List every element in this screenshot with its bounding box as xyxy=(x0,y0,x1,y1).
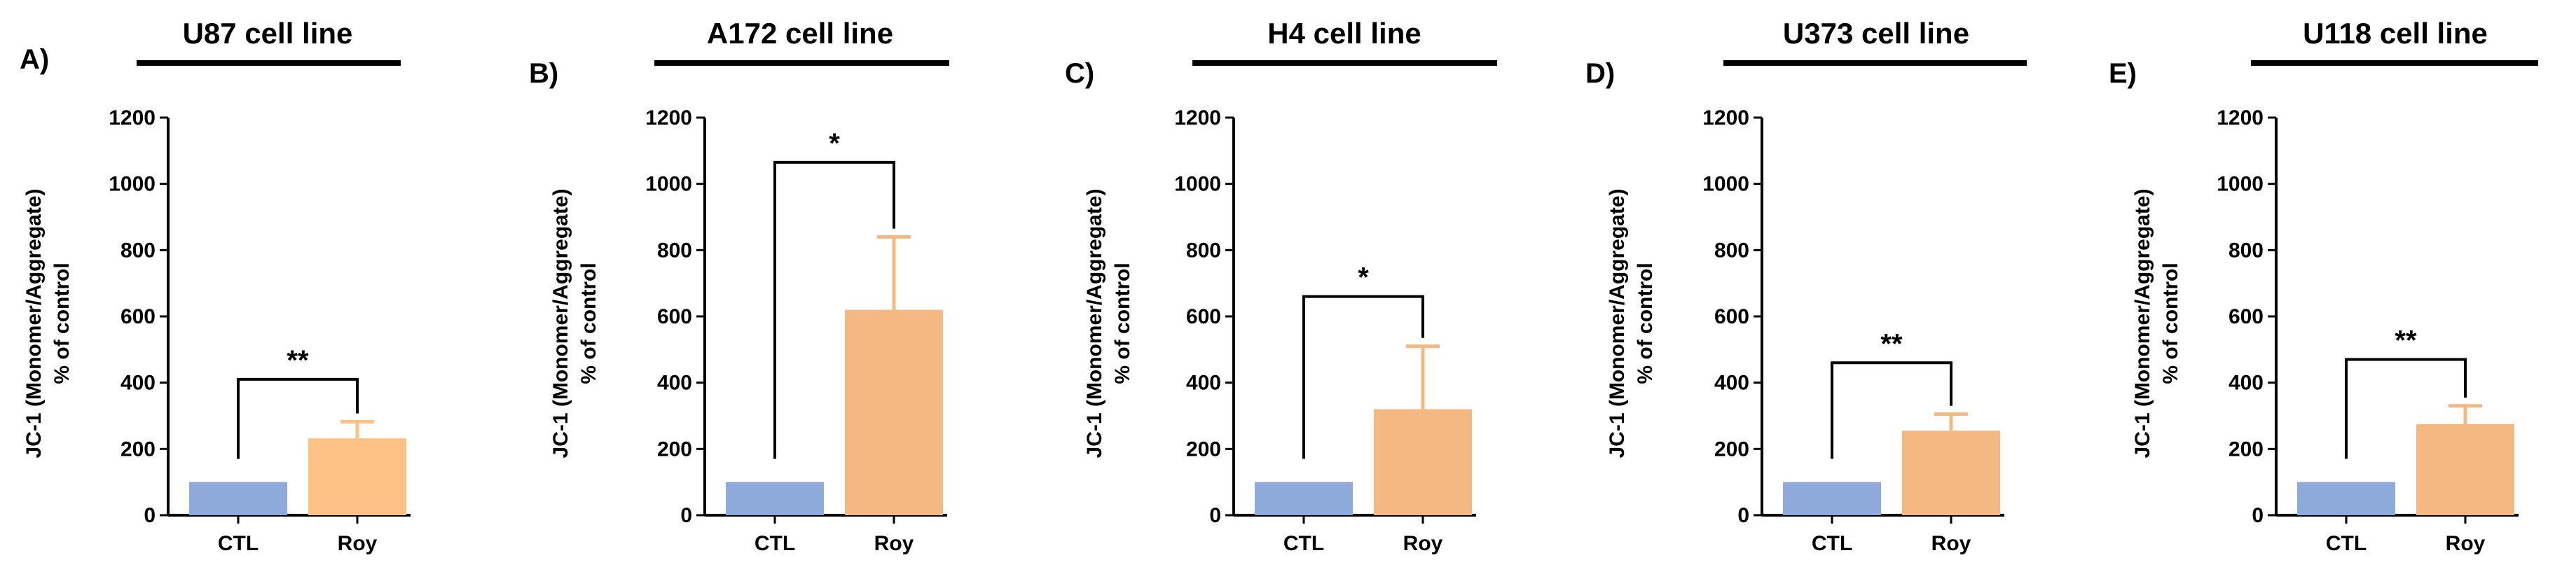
y-tick-label: 200 xyxy=(1714,438,1749,461)
significance-bracket xyxy=(773,160,895,459)
y-tick-label: 800 xyxy=(2229,239,2264,262)
x-tick-label: Roy xyxy=(338,532,378,555)
x-tick-label: CTL xyxy=(1812,532,1852,555)
bar xyxy=(1255,482,1353,515)
chart-title: H4 cell line xyxy=(1267,17,1421,50)
y-tick-label: 1000 xyxy=(1702,173,1749,196)
chart-title: U373 cell line xyxy=(1783,17,1969,50)
chart-panel: U118 cell line E) JC-1 (Monomer/Aggregate)… xyxy=(2109,17,2538,555)
panel-label: E) xyxy=(2109,58,2137,89)
y-tick-label: 1000 xyxy=(2217,173,2264,196)
panel-label: B) xyxy=(529,58,558,89)
y-axis-title: JC-1 (Monomer/Aggregate)% of control xyxy=(1083,188,1134,458)
bar xyxy=(308,438,406,515)
y-tick-label: 600 xyxy=(1186,305,1221,328)
significance-marker: * xyxy=(1358,262,1369,293)
y-tick-label: 1000 xyxy=(109,173,156,196)
x-tick-label: Roy xyxy=(874,532,914,555)
panel-label: D) xyxy=(1585,58,1615,89)
chart-panel: A172 cell line B) JC-1 (Monomer/Aggregate)… xyxy=(529,17,949,555)
y-tick-label: 800 xyxy=(120,239,156,262)
bar xyxy=(1374,409,1472,515)
significance-bracket xyxy=(2345,358,2467,459)
bar xyxy=(1783,482,1881,515)
bar xyxy=(2297,482,2395,515)
y-tick-label: 200 xyxy=(1186,438,1221,461)
significance-marker: ** xyxy=(1880,328,1903,359)
chart-panel: H4 cell line C) JC-1 (Monomer/Aggregate)% … xyxy=(1065,17,1497,555)
x-tick-label: Roy xyxy=(2446,532,2486,555)
y-tick-label: 1200 xyxy=(109,106,156,130)
significance-bracket xyxy=(237,377,359,459)
y-axis-label: JC-1 (Monomer/Aggregate) xyxy=(549,188,572,458)
y-tick-label: 600 xyxy=(1714,305,1749,328)
y-tick-label: 1000 xyxy=(645,173,692,196)
y-axis-label: JC-1 (Monomer/Aggregate) xyxy=(1083,188,1106,458)
panel-label: A) xyxy=(20,44,49,75)
x-tick-label: CTL xyxy=(2326,532,2367,555)
y-tick-label: 400 xyxy=(120,372,156,395)
y-axis-title: JC-1 (Monomer/Aggregate)% of control xyxy=(549,188,600,458)
y-tick-label: 0 xyxy=(144,504,156,527)
y-tick-label: 800 xyxy=(657,239,692,262)
chart-panel: U373 cell line D) JC-1 (Monomer/Aggregate)… xyxy=(1585,17,2027,555)
y-axis-label: % of control xyxy=(2159,262,2182,384)
panel-label: C) xyxy=(1065,58,1094,89)
y-axis-title: JC-1 (Monomer/Aggregate)% of control xyxy=(2131,188,2182,458)
significance-marker: * xyxy=(829,128,840,159)
x-tick-label: Roy xyxy=(1403,532,1443,555)
y-tick-label: 600 xyxy=(657,305,692,328)
y-tick-label: 400 xyxy=(1714,372,1749,395)
y-axis-title: JC-1 (Monomer/Aggregate)% of control xyxy=(1606,188,1657,458)
x-tick-label: CTL xyxy=(218,532,259,555)
y-axis-title: JC-1 (Monomer/Aggregate)% of control xyxy=(22,188,74,458)
x-tick-label: CTL xyxy=(1283,532,1324,555)
bar xyxy=(845,309,943,515)
y-tick-label: 1200 xyxy=(1174,106,1221,130)
y-axis-label: % of control xyxy=(50,262,74,384)
y-tick-label: 0 xyxy=(1737,504,1749,527)
y-tick-label: 0 xyxy=(1209,504,1221,527)
bar xyxy=(2416,424,2514,515)
bar xyxy=(189,482,287,515)
y-tick-label: 1000 xyxy=(1174,173,1221,196)
chart-panel: U87 cell line A) JC-1 (Monomer/Aggregate)%… xyxy=(20,17,411,555)
significance-marker: ** xyxy=(2395,326,2417,356)
significance-bracket xyxy=(1831,361,1952,459)
y-axis-label: % of control xyxy=(1111,262,1134,384)
y-tick-label: 200 xyxy=(120,438,156,461)
y-tick-label: 200 xyxy=(2229,438,2264,461)
y-tick-label: 0 xyxy=(680,504,692,527)
y-tick-label: 800 xyxy=(1186,239,1221,262)
bar xyxy=(726,482,824,515)
x-tick-label: CTL xyxy=(755,532,795,555)
y-axis-label: JC-1 (Monomer/Aggregate) xyxy=(22,188,46,458)
chart-title: U87 cell line xyxy=(183,17,353,50)
bar xyxy=(1902,430,2000,515)
y-tick-label: 800 xyxy=(1714,239,1749,262)
y-tick-label: 600 xyxy=(2229,305,2264,328)
y-tick-label: 400 xyxy=(657,372,692,395)
y-tick-label: 1200 xyxy=(2217,106,2264,130)
y-tick-label: 600 xyxy=(120,305,156,328)
y-tick-label: 1200 xyxy=(1702,106,1749,130)
significance-bracket xyxy=(1302,295,1424,459)
x-tick-label: Roy xyxy=(1931,532,1971,555)
y-tick-label: 400 xyxy=(2229,372,2264,395)
chart-title: U118 cell line xyxy=(2303,17,2488,50)
y-axis-label: JC-1 (Monomer/Aggregate) xyxy=(2131,188,2154,458)
y-tick-label: 200 xyxy=(657,438,692,461)
y-tick-label: 400 xyxy=(1186,372,1221,395)
y-axis-label: % of control xyxy=(577,262,600,384)
significance-marker: ** xyxy=(287,345,309,376)
chart-title: A172 cell line xyxy=(707,17,893,50)
y-axis-label: % of control xyxy=(1634,262,1657,384)
y-tick-label: 1200 xyxy=(645,106,692,130)
y-axis-label: JC-1 (Monomer/Aggregate) xyxy=(1606,188,1629,458)
y-tick-label: 0 xyxy=(2252,504,2264,527)
